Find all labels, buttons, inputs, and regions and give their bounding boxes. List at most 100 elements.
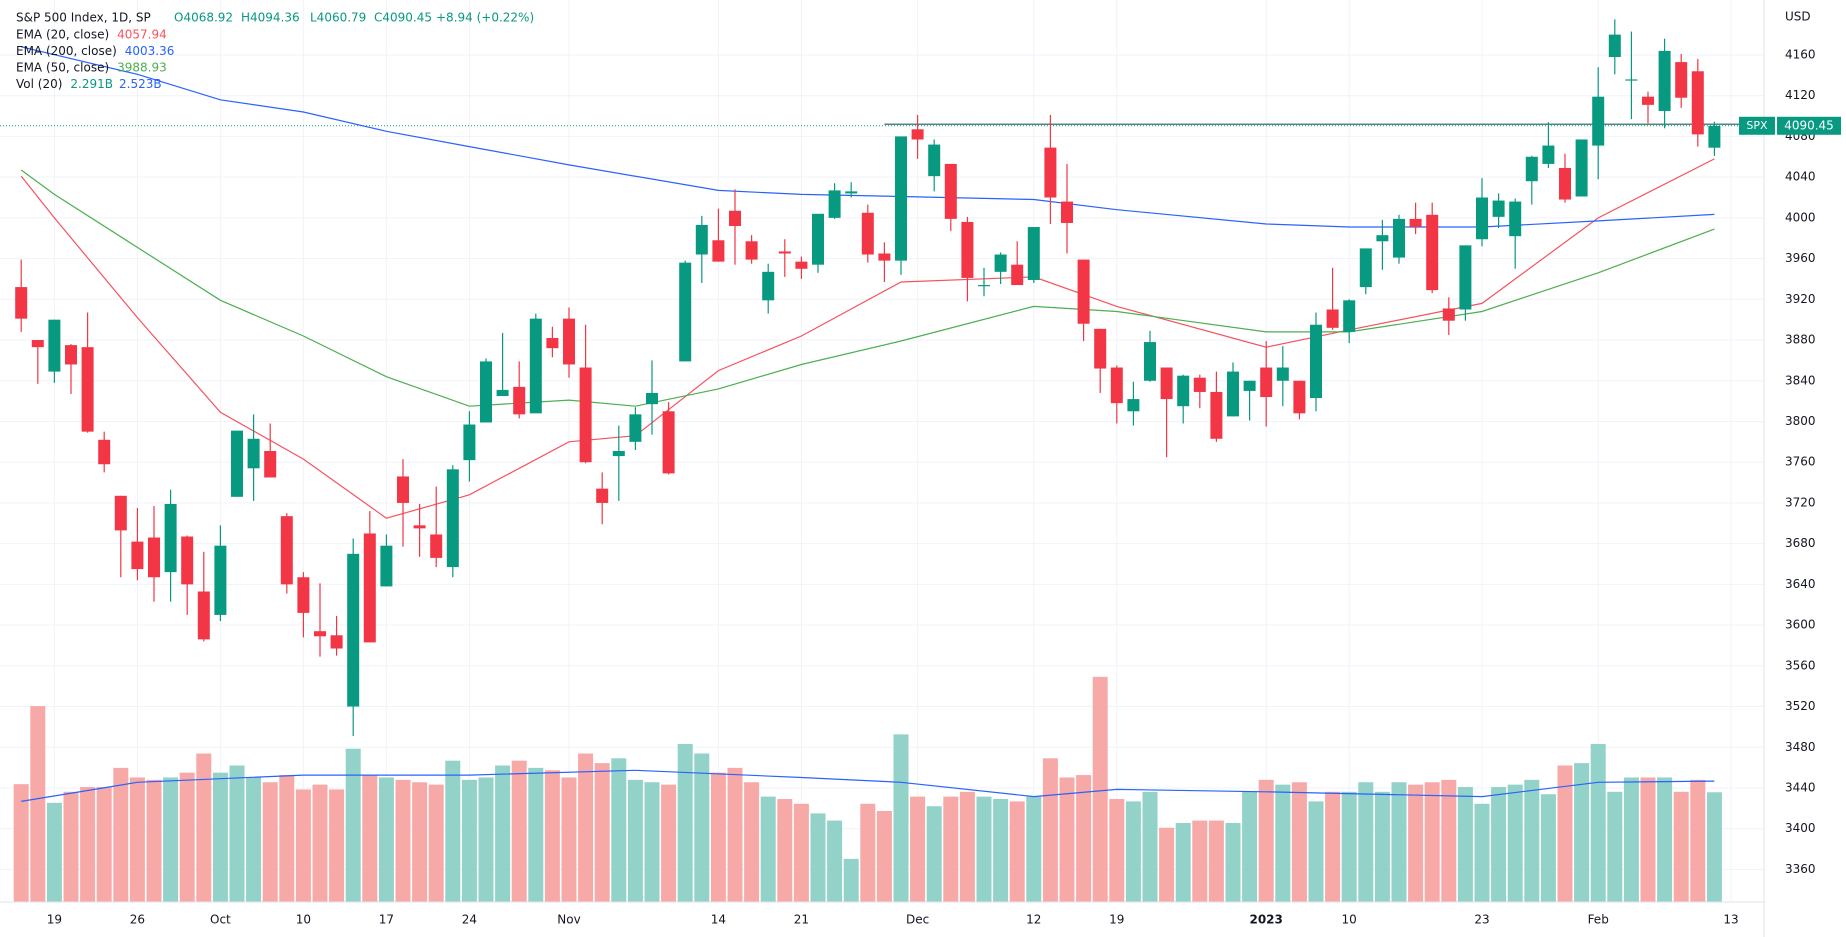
volume-bar (1192, 820, 1208, 902)
symbol-badge (1739, 116, 1775, 135)
candle-body (446, 469, 459, 568)
volume-bar (578, 753, 594, 902)
volume-bar (710, 772, 726, 902)
y-tick-label: 3360 (1785, 862, 1816, 876)
candle-body (1476, 197, 1488, 240)
volume-bar (1325, 791, 1341, 902)
volume-bar (1341, 791, 1357, 902)
volume-bar (677, 743, 693, 902)
volume-bar (744, 782, 760, 902)
candle-body (546, 337, 559, 349)
volume-bar (428, 784, 444, 902)
y-tick-label: 3520 (1785, 699, 1816, 713)
candle-body (563, 318, 575, 365)
volume-bar (13, 784, 29, 902)
y-tick-label: 3920 (1785, 292, 1816, 306)
candle-body (729, 210, 741, 227)
volume-bar (196, 753, 212, 902)
candle-body (1326, 309, 1339, 328)
volume-bar (378, 777, 394, 902)
y-tick-label: 3480 (1785, 740, 1816, 754)
candle-body (380, 545, 393, 587)
candle-body (1293, 380, 1306, 414)
volume-bar (96, 787, 112, 902)
volume-bar (910, 796, 926, 902)
volume-bar (329, 789, 345, 902)
volume-bar (1424, 782, 1440, 902)
candle-body (828, 190, 841, 218)
open-label: O4068.92 (174, 11, 233, 25)
volume-bar (129, 777, 145, 902)
legend: S&P 500 Index, 1D, SP O4068.92 H4094.36 … (16, 11, 534, 92)
chart-title: S&P 500 Index, 1D, SP (16, 11, 151, 25)
volume-bar (644, 782, 660, 902)
candle-body (280, 516, 293, 585)
volume-bar (1706, 792, 1722, 902)
volume-bar (627, 779, 643, 902)
legend-value: 3988.93 (117, 61, 167, 75)
candle-body (1409, 218, 1422, 228)
candle-body (1343, 300, 1356, 332)
volume-bar (561, 777, 577, 902)
candle-body (1243, 380, 1256, 391)
volume-bar (1059, 777, 1075, 902)
candle-body (778, 251, 791, 254)
candle-body (1260, 367, 1273, 398)
volume-bar (993, 799, 1009, 902)
volume-bar (694, 753, 710, 902)
volume-bar (478, 777, 494, 902)
candle-body (994, 254, 1007, 272)
candle-body (762, 271, 775, 301)
x-tick-label: Oct (210, 913, 231, 927)
candle-body (1559, 167, 1571, 200)
volume-bar (412, 782, 428, 902)
high-label: H4094.36 (241, 11, 300, 25)
x-tick-label: 26 (130, 913, 145, 927)
candle-body (1210, 391, 1223, 439)
candle-body (1592, 96, 1605, 146)
candle-body (795, 261, 808, 269)
low-label: L4060.79 (310, 11, 366, 25)
volume-bar (1142, 791, 1158, 902)
candle-body (264, 451, 277, 478)
candle-body (1061, 201, 1073, 223)
candle-body (31, 340, 44, 348)
close-label: C4090.45 (374, 11, 432, 25)
x-tick-label: Feb (1588, 913, 1609, 927)
volume-bar (1557, 765, 1573, 902)
volume-bar (1690, 779, 1706, 902)
candle-body (1459, 245, 1472, 310)
x-tick-label: Nov (557, 913, 580, 927)
candle-body (430, 534, 443, 558)
volume-bar (511, 760, 527, 902)
legend-name: Vol (20) (16, 77, 62, 91)
candle-body (612, 451, 625, 457)
volume-bar (1291, 782, 1307, 902)
candle-body (646, 392, 658, 405)
candle-body (1691, 71, 1704, 135)
y-tick-label: 3960 (1785, 251, 1816, 265)
volume-bar (312, 784, 328, 902)
candle-body (895, 136, 907, 261)
candle-body (928, 144, 941, 177)
x-tick-label: 19 (47, 913, 62, 927)
candle-body (679, 262, 692, 362)
candle-body (1177, 375, 1190, 407)
volume-bar (229, 765, 245, 902)
candle-body (1675, 62, 1688, 98)
volume-bar (345, 748, 361, 902)
volume-bar (1408, 784, 1424, 902)
y-tick-label: 3800 (1785, 414, 1816, 428)
candle-body (1027, 227, 1040, 280)
candle-body (1393, 218, 1405, 258)
volume-bar (976, 796, 992, 902)
candle-body (1376, 235, 1389, 242)
candle-body (961, 221, 974, 278)
volume-bar (495, 765, 511, 902)
volume-ma-line (21, 769, 1715, 802)
volume-bar (1225, 822, 1241, 902)
candle-body (1044, 147, 1057, 198)
volume-bar (1026, 796, 1042, 902)
volume-bar (1391, 782, 1407, 902)
